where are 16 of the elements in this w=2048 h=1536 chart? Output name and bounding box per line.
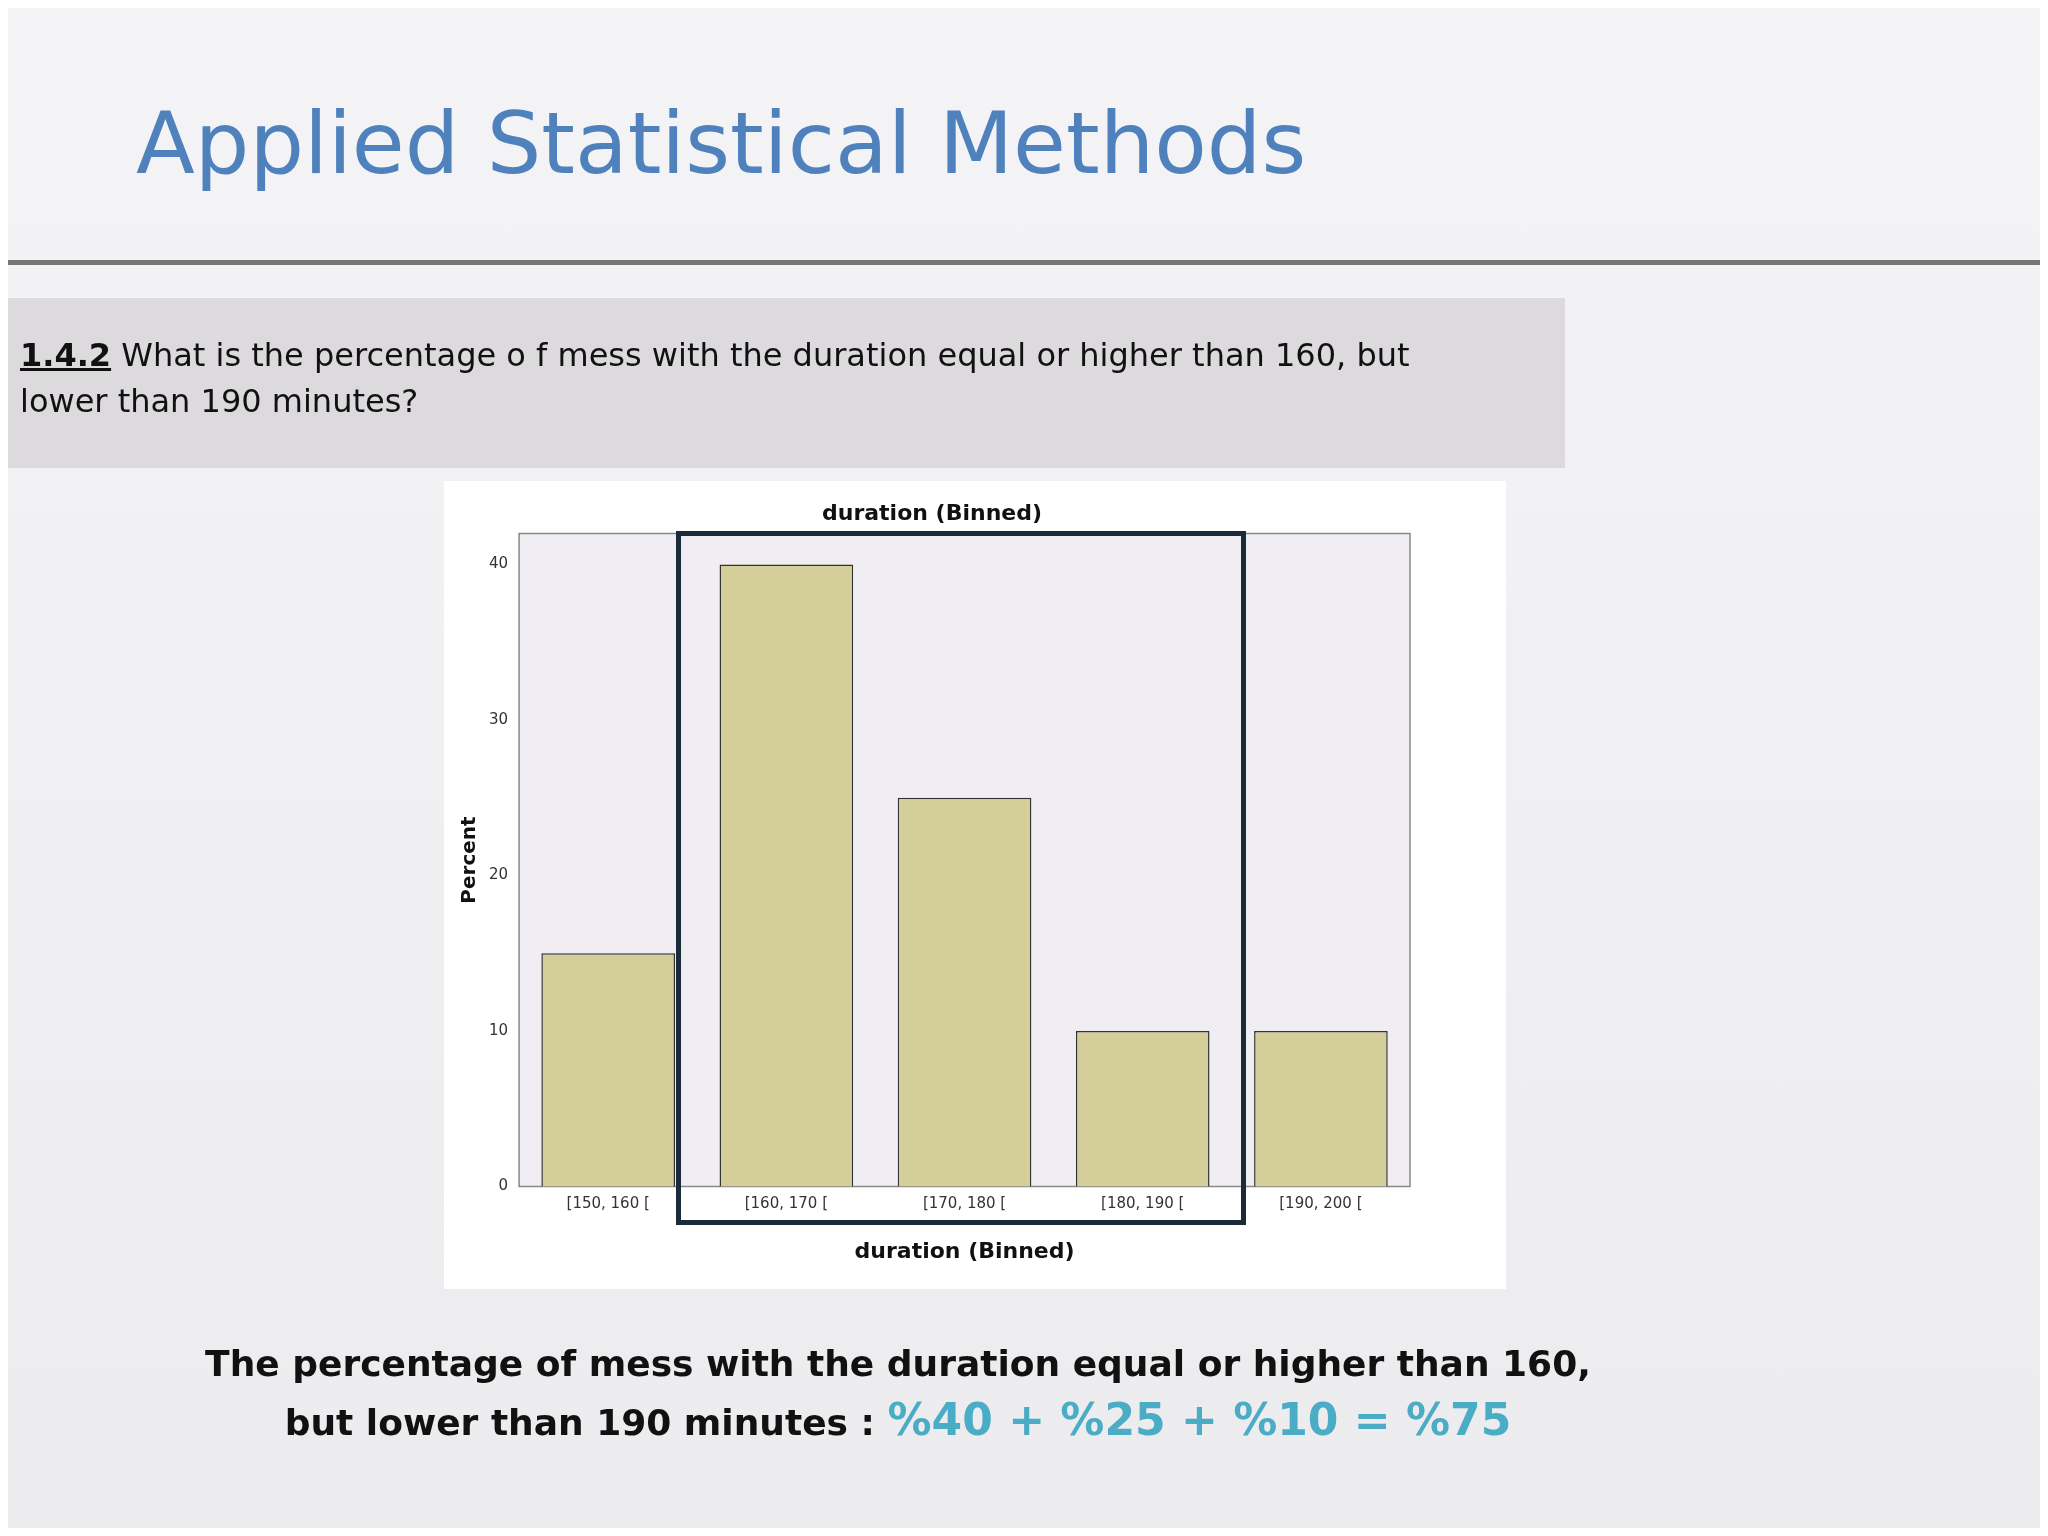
y-tick-label: 20 xyxy=(488,865,509,884)
x-tick-label: [190, 200 [ xyxy=(1279,1194,1363,1213)
x-tick-label: [180, 190 [ xyxy=(1101,1194,1185,1213)
x-tick-label: [150, 160 [ xyxy=(566,1194,650,1213)
x-tick-label: [170, 180 [ xyxy=(922,1194,1007,1213)
y-axis-title: Percent xyxy=(456,815,481,904)
text: 1.4.2 xyxy=(20,336,112,374)
chart-subtitle: duration (Binned) xyxy=(821,499,1043,525)
y-tick-label: 40 xyxy=(488,554,509,573)
chart-title: Applied Statistical Methods xyxy=(136,93,1307,193)
y-tick-label: 30 xyxy=(488,709,509,728)
text: %40 + %25 + %10 = %75 xyxy=(887,1394,1512,1445)
x-axis-title: duration (Binned) xyxy=(854,1237,1075,1263)
x-tick-label: [160, 170 [ xyxy=(744,1194,828,1213)
y-tick-label: 0 xyxy=(498,1176,509,1195)
y-tick-label: 10 xyxy=(488,1020,509,1039)
